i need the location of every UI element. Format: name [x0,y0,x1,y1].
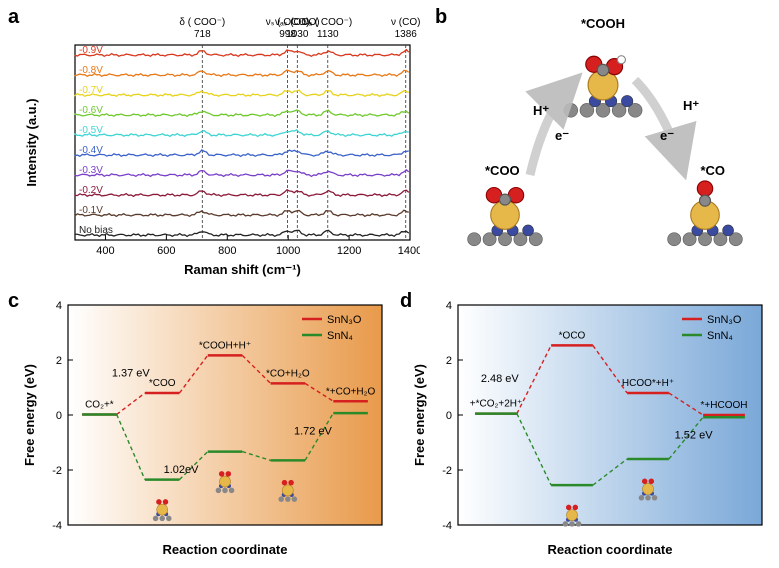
svg-text:1.52 eV: 1.52 eV [675,429,714,441]
svg-text:-0.8V: -0.8V [79,65,103,76]
svg-text:SnN₃O: SnN₃O [327,314,362,326]
svg-text:*COOH+H⁺: *COOH+H⁺ [199,340,251,351]
svg-text:+*CO₂+2H⁺: +*CO₂+2H⁺ [470,399,523,410]
svg-text:-0.4V: -0.4V [79,145,103,156]
svg-text:718: 718 [194,29,211,40]
svg-text:-2: -2 [442,465,452,477]
svg-text:2: 2 [56,355,62,367]
svg-text:*CO: *CO [700,163,725,178]
svg-text:*+CO+H₂O: *+CO+H₂O [326,386,376,397]
svg-text:-4: -4 [442,520,452,532]
svg-text:No bias: No bias [79,225,113,236]
svg-text:600: 600 [157,245,175,257]
svg-text:1.72 eV: 1.72 eV [294,425,333,437]
svg-text:2: 2 [446,355,452,367]
svg-text:Reaction coordinate: Reaction coordinate [548,542,673,557]
svg-text:e⁻: e⁻ [555,128,569,143]
svg-text:*+HCOOH: *+HCOOH [701,400,748,411]
svg-text:0: 0 [446,410,452,422]
svg-text:1.37 eV: 1.37 eV [112,368,151,380]
svg-text:Raman shift (cm⁻¹): Raman shift (cm⁻¹) [184,262,301,277]
svg-text:*COOH: *COOH [581,16,625,31]
svg-text:-0.9V: -0.9V [79,45,103,56]
svg-text:1130: 1130 [317,29,339,40]
svg-text:0: 0 [56,410,62,422]
svg-text:1.02eV: 1.02eV [164,464,200,476]
panel-c: -4 -2 0 2 4 Free energy (eV) Reaction coordina… [20,295,390,560]
svg-text:-4: -4 [52,520,62,532]
svg-text:1200: 1200 [337,245,361,257]
svg-text:-0.7V: -0.7V [79,85,103,96]
svg-text:1000: 1000 [276,245,300,257]
svg-text:ν (CO): ν (CO) [391,17,420,28]
energy-diagram-c: -4 -2 0 2 4 Free energy (eV) Reaction coordina… [20,295,390,560]
svg-text:1400: 1400 [398,245,420,257]
svg-text:-0.2V: -0.2V [79,185,103,196]
svg-text:H⁺: H⁺ [683,98,699,113]
svg-text:-0.3V: -0.3V [79,165,103,176]
raman-chart: 400 600 800 1000 1200 1400 Raman shift (cm⁻¹) I… [20,10,420,280]
panel-a: 400 600 800 1000 1200 1400 Raman shift (cm⁻¹) I… [20,10,420,280]
svg-text:δ ( COO⁻): δ ( COO⁻) [179,17,225,28]
svg-text:*CO+H₂O: *CO+H₂O [266,368,310,379]
svg-text:Reaction coordinate: Reaction coordinate [163,542,288,557]
svg-text:1030: 1030 [286,29,309,40]
svg-text:SnN₃O: SnN₃O [707,314,742,326]
panel-a-label: a [8,6,19,29]
svg-text:νₐ ( COO⁻): νₐ ( COO⁻) [303,17,352,28]
svg-text:-0.1V: -0.1V [79,205,103,216]
svg-text:SnN₄: SnN₄ [327,330,353,342]
mechanism-diagram: *COOH *COO *CO H⁺ e⁻ H⁺ e⁻ [435,10,770,280]
svg-text:Intensity (a.u.): Intensity (a.u.) [24,98,39,186]
svg-text:1386: 1386 [395,29,418,40]
svg-text:4: 4 [446,300,452,312]
panel-c-label: c [8,290,19,313]
panel-b: *COOH *COO *CO H⁺ e⁻ H⁺ e⁻ [435,10,770,280]
svg-text:-0.6V: -0.6V [79,105,103,116]
svg-text:Free energy (eV): Free energy (eV) [412,364,427,466]
svg-text:*OCO: *OCO [559,330,586,341]
svg-text:4: 4 [56,300,62,312]
energy-diagram-d: -4 -2 0 2 4 Free energy (eV) Reaction coordina… [410,295,770,560]
panel-d: -4 -2 0 2 4 Free energy (eV) Reaction coordina… [410,295,770,560]
svg-text:Free energy (eV): Free energy (eV) [22,364,37,466]
svg-text:H⁺: H⁺ [533,103,549,118]
svg-text:-0.5V: -0.5V [79,125,103,136]
svg-text:HCOO*+H⁺: HCOO*+H⁺ [622,378,674,389]
svg-text:-2: -2 [52,465,62,477]
svg-text:CO₂+*: CO₂+* [85,399,114,410]
svg-text:SnN₄: SnN₄ [707,330,733,342]
svg-text:400: 400 [96,245,114,257]
svg-text:2.48 eV: 2.48 eV [481,373,520,385]
svg-text:*COO: *COO [149,378,176,389]
svg-text:*COO: *COO [485,163,520,178]
svg-text:e⁻: e⁻ [660,128,674,143]
svg-text:800: 800 [218,245,236,257]
